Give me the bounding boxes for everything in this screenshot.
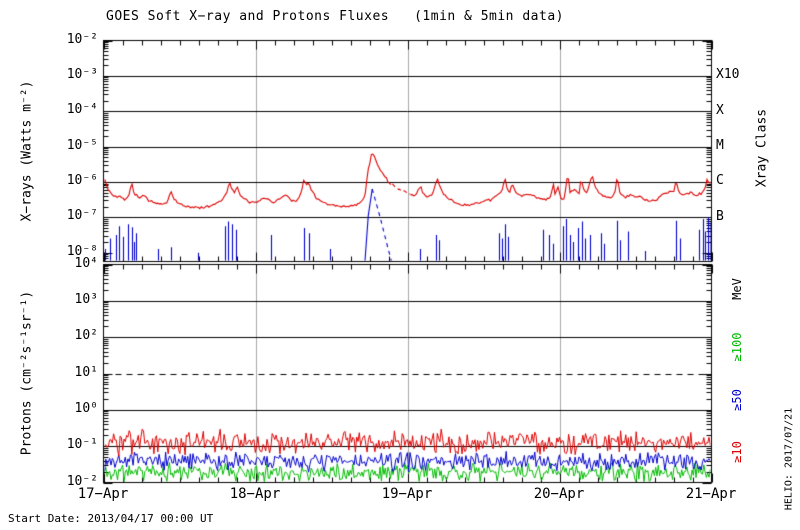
start-date-text: Start Date: 2013/04/17 00:00 UT — [8, 512, 214, 525]
threshold-ge100-label: ≥100 — [730, 332, 744, 362]
proton-ytick-1e3: 10³ — [74, 292, 98, 307]
threshold-ge10-label: ≥10 — [730, 441, 744, 463]
class-label-x10: X10 — [716, 67, 740, 82]
proton-axis-title: Protons (cm⁻²s⁻¹sr⁻¹) — [19, 290, 35, 456]
xtick-20-apr: 20−Apr — [533, 486, 585, 502]
xtick-19-apr: 19−Apr — [381, 486, 433, 502]
xray-ytick-1e-5: 10⁻⁵ — [66, 138, 98, 153]
xray-axis-title: X−rays (Watts m⁻²) — [19, 80, 35, 222]
proton-ytick-1e-1: 10⁻¹ — [66, 437, 98, 452]
proton-ytick-1e0: 10⁰ — [74, 401, 98, 416]
credit-text: HELIO: 2017/07/21 — [783, 407, 795, 511]
chart-title: GOES Soft X−ray and Protons Fluxes (1min… — [106, 9, 564, 24]
xtick-18-apr: 18−Apr — [229, 486, 281, 502]
proton-ytick-1e-2: 10⁻² — [66, 474, 98, 489]
xray-ytick-1e-8: 10⁻⁸ — [66, 244, 98, 259]
xray-ytick-1e-4: 10⁻⁴ — [66, 102, 98, 117]
mev-axis-title: MeV — [730, 278, 744, 300]
xtick-17-apr: 17−Apr — [77, 486, 129, 502]
class-label-m: M — [716, 138, 724, 153]
proton-ytick-1e4: 10⁴ — [74, 256, 98, 271]
xray-ytick-1e-3: 10⁻³ — [66, 67, 98, 82]
xray-ytick-1e-7: 10⁻⁷ — [66, 208, 98, 223]
proton-ytick-1e1: 10¹ — [74, 365, 98, 380]
class-label-b: B — [716, 209, 724, 224]
proton-ytick-1e2: 10² — [74, 328, 98, 343]
class-label-c: C — [716, 173, 724, 188]
xray-ytick-1e-6: 10⁻⁶ — [66, 173, 98, 188]
xtick-21-apr: 21−Apr — [685, 486, 737, 502]
class-label-x: X — [716, 103, 724, 118]
threshold-ge50-label: ≥50 — [730, 389, 744, 411]
xray-class-axis-title: Xray Class — [754, 108, 770, 188]
xray-ytick-1e-2: 10⁻² — [66, 32, 98, 47]
